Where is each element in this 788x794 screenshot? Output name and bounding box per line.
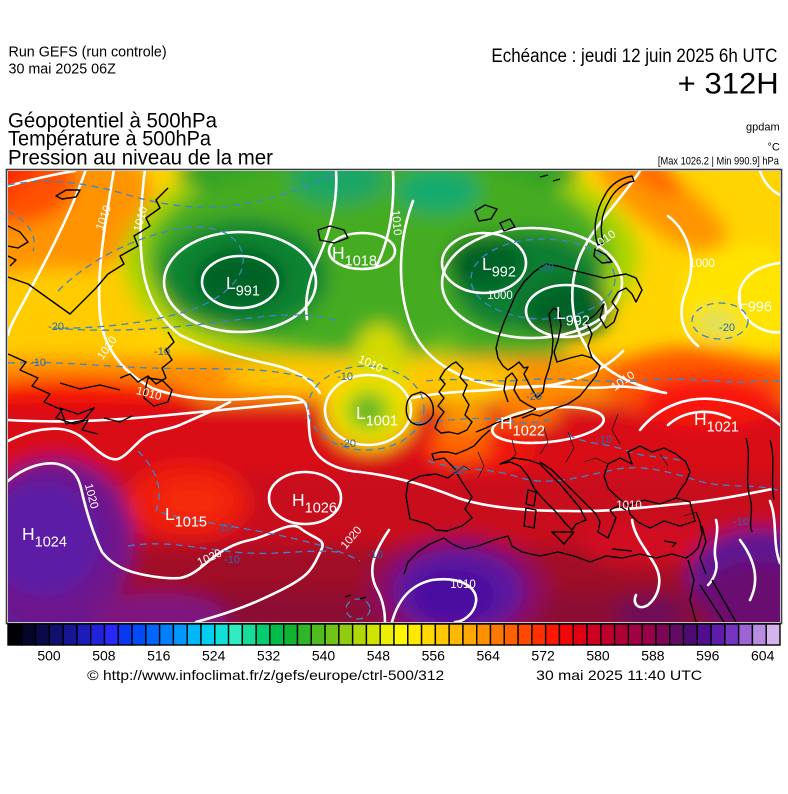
svg-text:Température à 500hPa: Température à 500hPa — [8, 127, 211, 151]
svg-text:604: 604 — [751, 648, 775, 664]
svg-text:°C: °C — [768, 142, 780, 154]
svg-text:L991: L991 — [226, 273, 260, 300]
svg-text:-10: -10 — [30, 357, 46, 369]
svg-text:-10: -10 — [224, 554, 240, 566]
svg-text:572: 572 — [531, 648, 555, 664]
svg-text:1010: 1010 — [450, 579, 476, 591]
svg-text:-10: -10 — [154, 346, 170, 358]
svg-text:-20: -20 — [526, 391, 542, 403]
svg-text:532: 532 — [257, 648, 281, 664]
svg-text:+ 312H: + 312H — [678, 69, 779, 101]
svg-text:Pression au niveau de la mer: Pression au niveau de la mer — [8, 146, 273, 170]
svg-text:524: 524 — [202, 648, 226, 664]
svg-text:-10: -10 — [733, 516, 749, 528]
svg-text:30 mai 2025 11:40 UTC: 30 mai 2025 11:40 UTC — [536, 667, 702, 683]
svg-text:500: 500 — [37, 648, 61, 664]
svg-text:-10: -10 — [216, 522, 232, 534]
svg-text:30 mai 2025 06Z: 30 mai 2025 06Z — [9, 62, 117, 78]
svg-text:-20: -20 — [48, 321, 64, 333]
svg-text:580: 580 — [586, 648, 610, 664]
svg-text:-10: -10 — [596, 434, 612, 446]
svg-text:1010: 1010 — [389, 209, 403, 236]
svg-text:564: 564 — [477, 648, 501, 664]
svg-text:-10: -10 — [367, 549, 383, 561]
svg-text:gpdam: gpdam — [746, 121, 780, 133]
svg-text:548: 548 — [367, 648, 391, 664]
svg-text:-10: -10 — [449, 465, 465, 477]
svg-text:-20: -20 — [340, 438, 356, 450]
svg-text:1010: 1010 — [616, 500, 642, 512]
svg-text:516: 516 — [147, 648, 171, 664]
svg-text:588: 588 — [641, 648, 665, 664]
svg-text:-20: -20 — [538, 262, 554, 274]
svg-text:Run GEFS (run controle): Run GEFS (run controle) — [9, 44, 167, 60]
svg-text:-10: -10 — [337, 371, 353, 383]
svg-text:-20: -20 — [719, 322, 735, 334]
svg-text:[Max 1026.2 | Min 990.9] hPa: [Max 1026.2 | Min 990.9] hPa — [658, 155, 780, 167]
svg-text:1000: 1000 — [487, 290, 513, 302]
svg-text:556: 556 — [422, 648, 446, 664]
svg-text:© http://www.infoclimat.fr/z/g: © http://www.infoclimat.fr/z/gefs/europe… — [87, 667, 444, 683]
svg-text:508: 508 — [92, 648, 116, 664]
svg-text:Géopotentiel à 500hPa: Géopotentiel à 500hPa — [8, 108, 217, 132]
svg-text:596: 596 — [696, 648, 720, 664]
svg-text:540: 540 — [312, 648, 336, 664]
svg-text:Echéance : jeudi 12 juin 2025: Echéance : jeudi 12 juin 2025 6h UTC — [491, 46, 777, 67]
svg-text:1000: 1000 — [689, 258, 715, 270]
